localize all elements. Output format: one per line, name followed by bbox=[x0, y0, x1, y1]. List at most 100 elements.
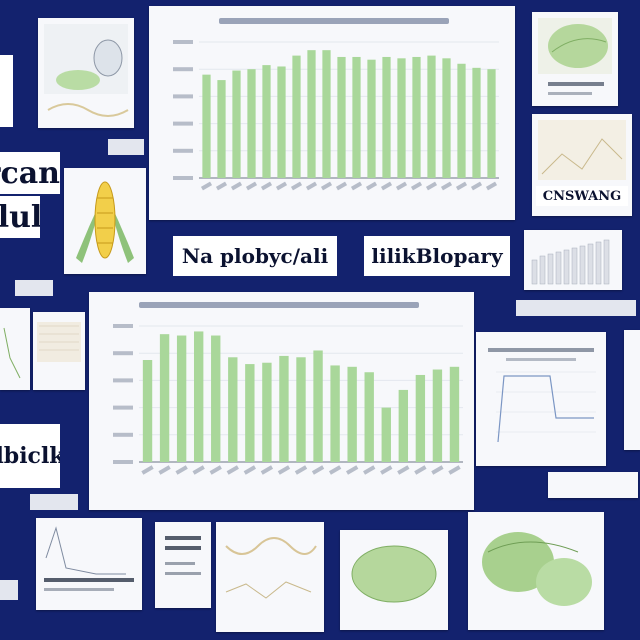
x-tick-label bbox=[260, 181, 273, 191]
bar bbox=[307, 50, 316, 178]
text-fragment-middle-2: lilikBlopary bbox=[364, 236, 510, 276]
y-tick-label bbox=[113, 460, 133, 464]
x-tick-label bbox=[345, 465, 359, 475]
bar bbox=[176, 335, 187, 462]
x-tick-label bbox=[363, 465, 376, 475]
x-tick-label bbox=[215, 181, 228, 191]
lettuce-dish-illustration bbox=[44, 24, 129, 117]
bar bbox=[217, 80, 226, 178]
bar bbox=[457, 63, 466, 179]
line-graph-illustration bbox=[538, 120, 626, 180]
x-tick-label bbox=[410, 181, 423, 191]
thumbnail-bottom-1 bbox=[36, 518, 142, 610]
x-tick-label bbox=[175, 465, 188, 475]
y-tick-label bbox=[113, 351, 133, 356]
bar bbox=[245, 364, 255, 462]
x-tick-label bbox=[277, 465, 291, 475]
bar bbox=[367, 59, 376, 178]
x-tick-label bbox=[414, 465, 427, 475]
thumbnail-step-graph bbox=[476, 332, 606, 466]
bar bbox=[472, 67, 481, 178]
text-fragment-left-small: lbiclk bbox=[0, 424, 60, 488]
bar bbox=[262, 362, 272, 462]
bar bbox=[397, 58, 406, 178]
x-tick-label bbox=[141, 465, 154, 475]
x-tick-label bbox=[305, 181, 318, 191]
x-tick-label bbox=[485, 181, 498, 191]
x-tick-label bbox=[397, 465, 410, 475]
bar bbox=[193, 331, 204, 462]
bar bbox=[292, 55, 301, 178]
bar bbox=[412, 56, 421, 178]
y-tick-label bbox=[173, 40, 193, 44]
x-tick-label bbox=[158, 465, 171, 475]
step-graph-illustration bbox=[488, 348, 596, 443]
bar bbox=[279, 355, 289, 462]
bar bbox=[277, 66, 286, 178]
bar bbox=[330, 365, 340, 462]
x-tick-label bbox=[200, 181, 213, 191]
text-fragment-top-left-1: rcan bbox=[0, 152, 60, 194]
thumbnail-lettuce-dish bbox=[38, 18, 134, 128]
thumbnail-bottom-4 bbox=[340, 530, 448, 630]
x-tick-label bbox=[209, 465, 222, 475]
x-tick-label bbox=[380, 465, 393, 475]
y-tick-label bbox=[113, 405, 133, 410]
x-tick-label bbox=[290, 181, 303, 191]
bar bbox=[142, 360, 153, 462]
y-tick-label bbox=[173, 94, 193, 99]
y-tick-label bbox=[113, 378, 133, 383]
thumbnail-bottom-5 bbox=[468, 512, 604, 630]
x-tick-label bbox=[320, 181, 333, 191]
y-tick-label bbox=[173, 176, 193, 180]
x-tick-label bbox=[395, 181, 408, 191]
x-tick-label bbox=[350, 181, 363, 191]
corn-illustration bbox=[76, 181, 134, 263]
bar bbox=[449, 366, 460, 462]
x-tick-label bbox=[260, 465, 274, 475]
thumbnail-bottom-3 bbox=[216, 522, 324, 632]
text-fragment-top-right: CNSWANG bbox=[536, 186, 628, 206]
bar bbox=[398, 389, 409, 462]
thumbnail-left-graph bbox=[0, 308, 30, 390]
bar bbox=[352, 56, 361, 178]
bar bbox=[211, 335, 221, 462]
x-tick-label bbox=[455, 181, 468, 191]
x-tick-label bbox=[431, 465, 444, 475]
x-tick-label bbox=[311, 465, 325, 475]
bar bbox=[415, 374, 426, 462]
thumbnail-leaf bbox=[532, 12, 618, 106]
bar bbox=[322, 50, 331, 178]
small-bars-illustration bbox=[531, 239, 610, 285]
x-tick-label bbox=[328, 465, 342, 475]
x-tick-label bbox=[275, 181, 288, 191]
bar-chart-2 bbox=[113, 324, 463, 475]
thumbnail-corn bbox=[64, 168, 146, 274]
x-tick-label bbox=[448, 465, 461, 475]
bar bbox=[232, 70, 241, 178]
bar bbox=[432, 369, 443, 462]
y-tick-label bbox=[113, 324, 133, 328]
bar bbox=[427, 55, 436, 178]
bar bbox=[381, 407, 391, 462]
leaf-illustration bbox=[538, 18, 612, 95]
x-tick-label bbox=[380, 181, 393, 191]
thumbnail-right-edge bbox=[624, 330, 640, 450]
bar bbox=[262, 65, 271, 178]
bar bbox=[313, 350, 323, 462]
bar bbox=[487, 69, 496, 178]
x-tick-label bbox=[425, 181, 438, 191]
y-tick-label bbox=[173, 121, 193, 126]
text-fragment-middle-1: Na plobyc/ali bbox=[173, 236, 337, 276]
bar bbox=[347, 366, 357, 462]
x-tick-label bbox=[440, 181, 453, 191]
bar bbox=[382, 56, 391, 178]
x-tick-label bbox=[335, 181, 348, 191]
bar bbox=[247, 69, 256, 178]
thumbnail-bottom-2 bbox=[155, 522, 211, 608]
thumbnail-left-chart bbox=[33, 312, 85, 390]
text-fragment-edge bbox=[0, 55, 13, 127]
bar bbox=[337, 56, 346, 178]
x-tick-label bbox=[243, 465, 257, 475]
x-tick-label bbox=[230, 181, 243, 191]
